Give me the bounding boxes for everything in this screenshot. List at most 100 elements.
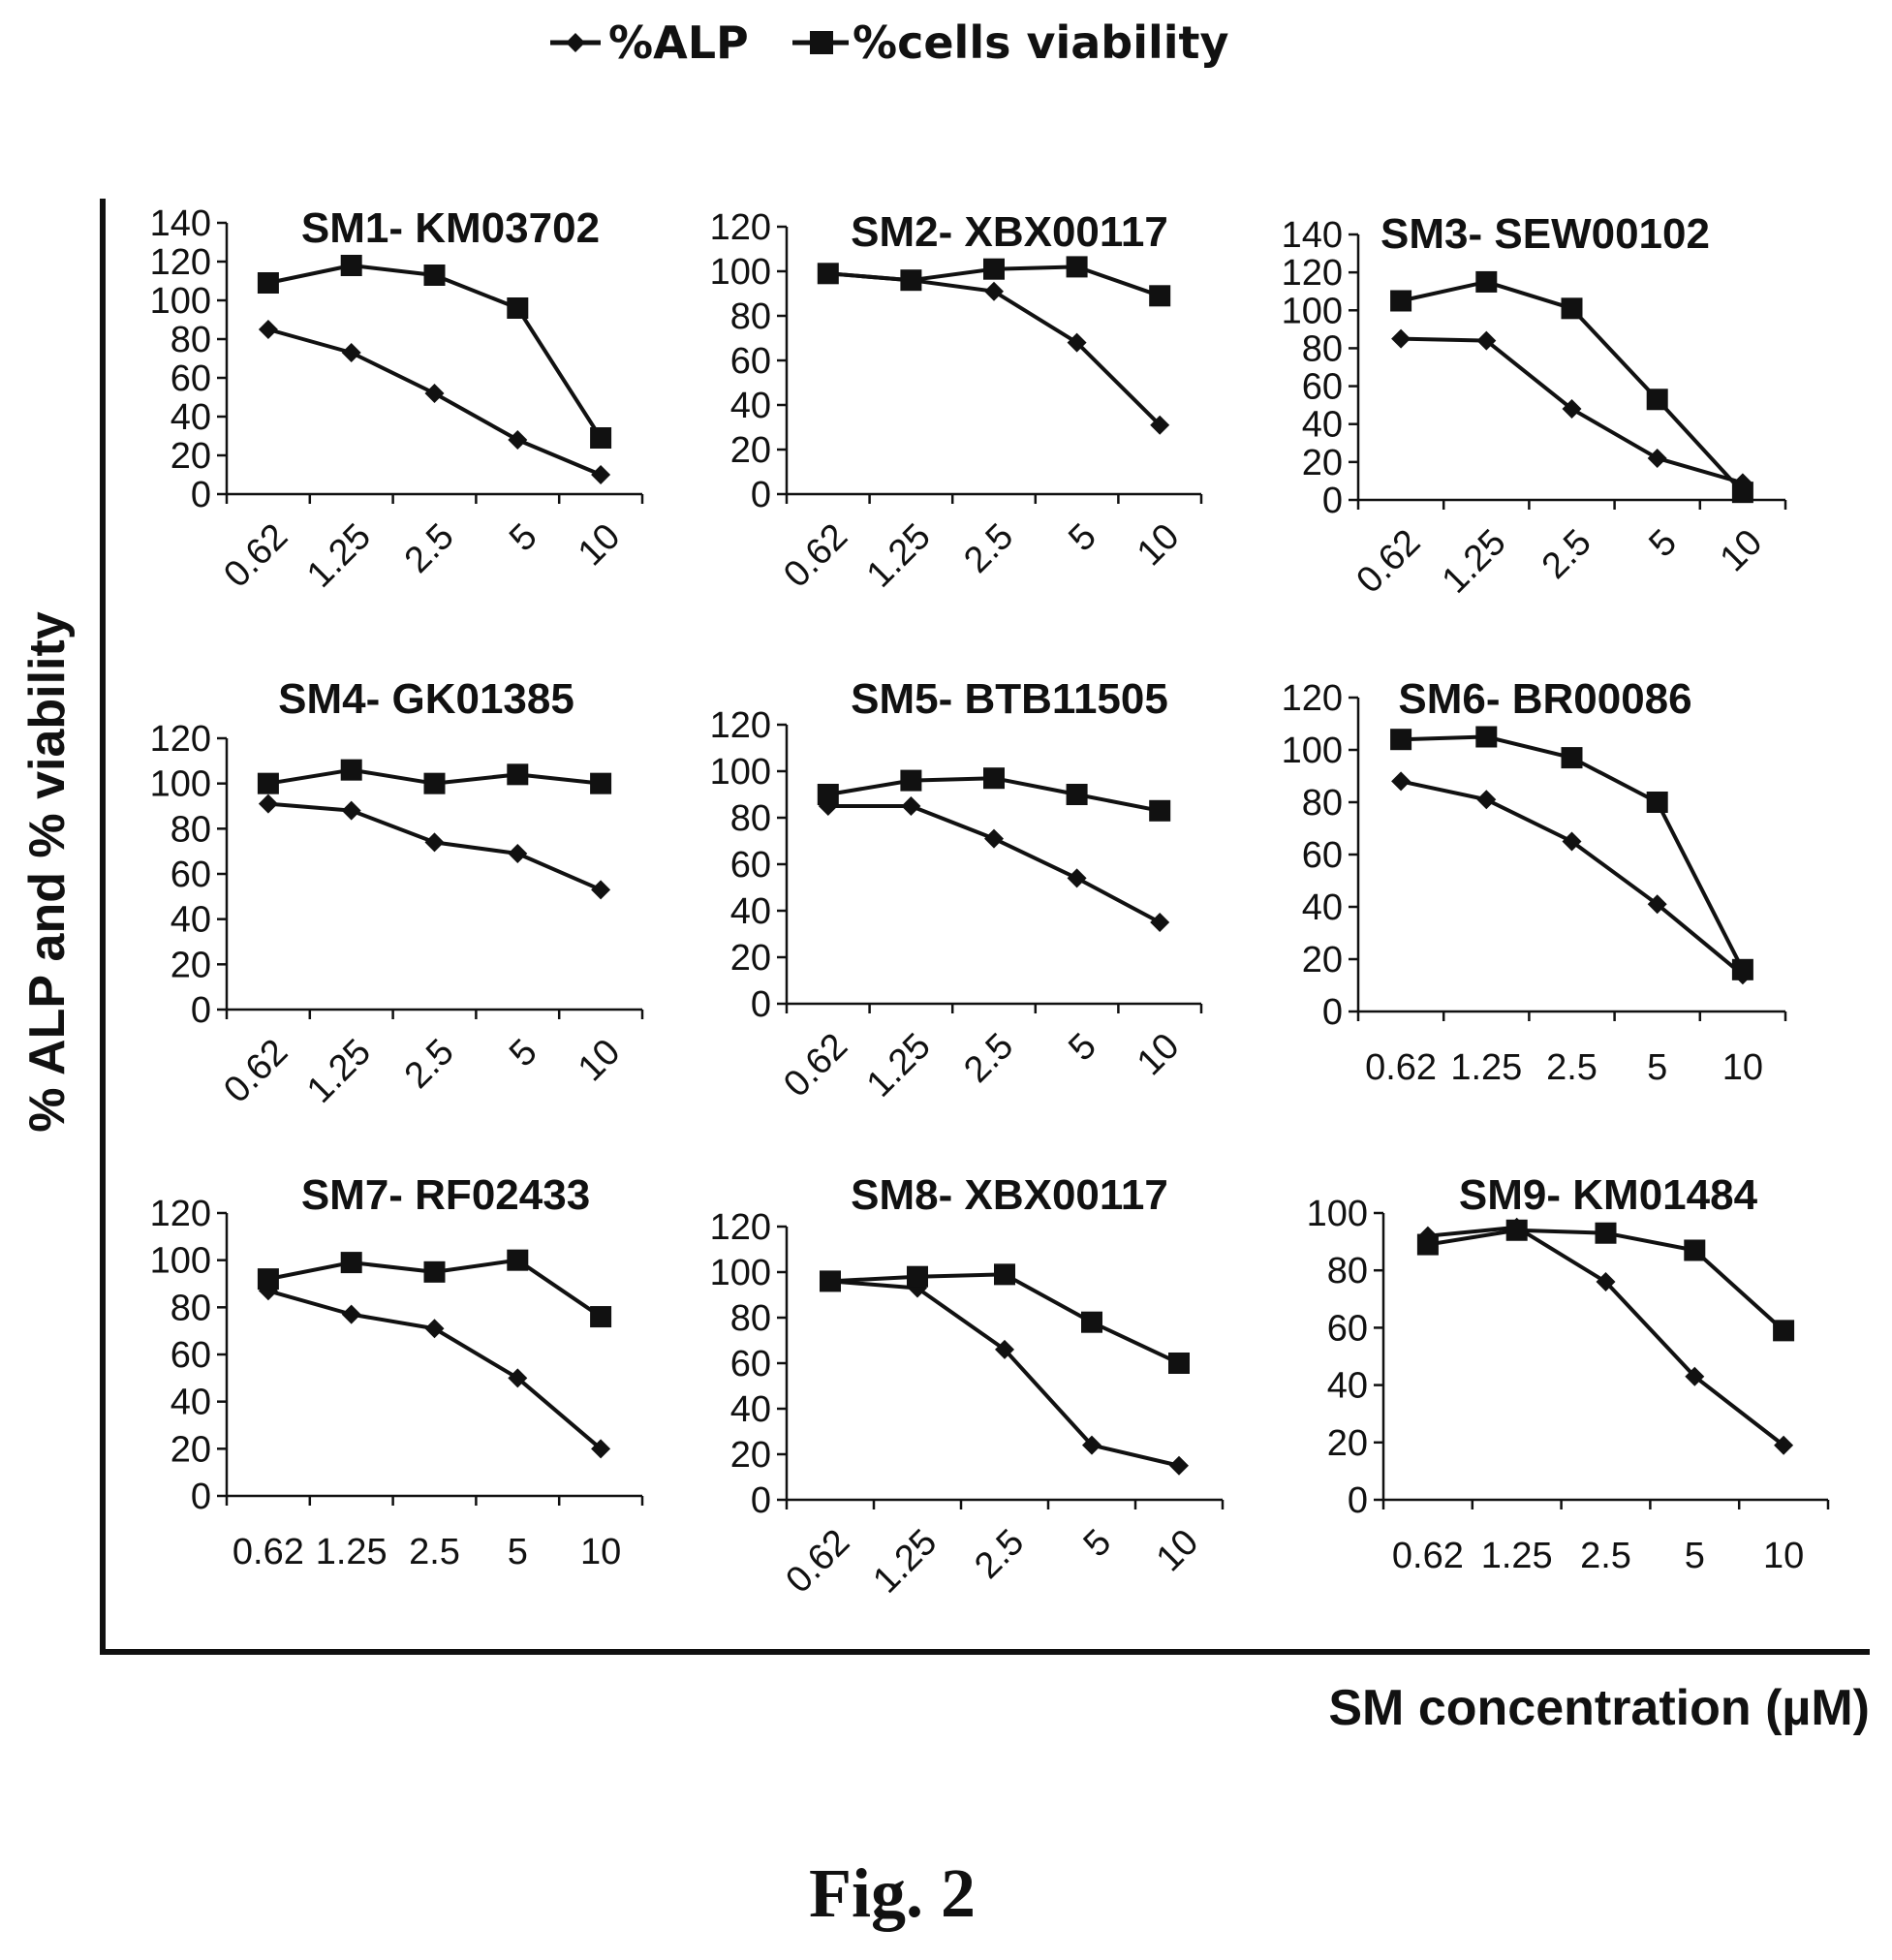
- x-tick-label: 5: [1061, 516, 1104, 560]
- data-point-square: [257, 772, 279, 794]
- data-point-square: [1390, 290, 1412, 312]
- chart-panel-6: SM6- BR00086 0 20 40 60 80 100 120 0.62 1.25 2.5 5 1…: [1282, 675, 1787, 1088]
- data-point-diamond: [258, 793, 278, 814]
- x-tick-label: 1.25: [859, 516, 939, 596]
- chart-panel-7: SM7- RF02433 0 20 40 60 80 100 120 0.62 1.25 2.5 5 1…: [150, 1171, 644, 1572]
- series-line: [829, 1279, 1180, 1468]
- data-point-square: [907, 1265, 928, 1288]
- data-point-square: [257, 1268, 279, 1291]
- data-point-diamond: [995, 1339, 1014, 1359]
- series-alp: [1417, 1217, 1794, 1455]
- x-tick-label: 0.62: [1349, 522, 1428, 602]
- y-tick-label: 100: [710, 252, 771, 293]
- x-tick-label: 10: [1722, 1047, 1763, 1088]
- chart-title: SM6- BR00086: [1398, 675, 1691, 723]
- series-alp: [821, 1271, 1189, 1476]
- data-point-diamond: [591, 465, 611, 484]
- y-tick-label: 60: [171, 1335, 211, 1376]
- data-point-square: [423, 772, 446, 794]
- y-tick-label: 140: [1282, 215, 1343, 256]
- x-tick-label: 1.25: [1435, 522, 1514, 602]
- data-point-square: [1149, 285, 1171, 307]
- data-point-square: [900, 269, 922, 292]
- data-point-square: [1505, 1219, 1528, 1241]
- chart-title: SM8- XBX00117: [851, 1171, 1168, 1219]
- x-tick-label: 10: [580, 1532, 621, 1572]
- series-viability: [1390, 270, 1753, 504]
- data-point-diamond: [984, 828, 1004, 849]
- data-point-square: [1066, 256, 1088, 278]
- series-viability: [257, 759, 612, 794]
- y-tick-label: 120: [1282, 253, 1343, 294]
- data-point-diamond: [1647, 448, 1667, 468]
- chart-title: SM2- XBX00117: [851, 208, 1168, 256]
- figure-caption: Fig. 2: [809, 1854, 976, 1932]
- data-point-square: [1731, 958, 1753, 980]
- series-viability: [1416, 1219, 1795, 1342]
- data-point-diamond: [591, 880, 611, 900]
- x-tick-label: 2.5: [956, 1026, 1021, 1091]
- y-tick-label: 100: [1307, 1194, 1368, 1234]
- x-tick-label: 0.62: [216, 1032, 295, 1111]
- series-alp: [1391, 771, 1752, 985]
- x-tick-label: 0.62: [1365, 1047, 1437, 1088]
- x-tick-label: 1.25: [316, 1532, 388, 1572]
- series-viability: [257, 255, 612, 449]
- series-viability: [820, 1263, 1190, 1374]
- data-point-diamond: [1150, 913, 1170, 932]
- series-alp: [818, 264, 1170, 435]
- x-tick-label: 10: [1130, 1026, 1188, 1084]
- data-point-square: [1168, 1353, 1190, 1374]
- data-point-square: [1416, 1233, 1439, 1256]
- x-tick-label: 1.25: [1450, 1047, 1522, 1088]
- y-tick-label: 100: [1282, 291, 1343, 331]
- data-point-diamond: [424, 1319, 445, 1339]
- data-point-diamond: [1082, 1435, 1101, 1455]
- y-tick-label: 40: [1327, 1366, 1368, 1407]
- data-point-square: [1081, 1311, 1102, 1333]
- y-tick-label: 60: [730, 845, 771, 886]
- series-viability: [817, 767, 1171, 822]
- data-point-square: [257, 272, 279, 294]
- series-line: [267, 1289, 603, 1450]
- x-tick-label: 5: [1685, 1536, 1705, 1576]
- data-point-diamond: [984, 281, 1004, 301]
- x-tick-label: 10: [571, 1032, 629, 1090]
- y-tick-label: 120: [150, 719, 211, 760]
- x-tick-label: 2.5: [1580, 1536, 1631, 1576]
- y-tick-label: 40: [171, 397, 211, 438]
- x-tick-label: 1.25: [865, 1522, 945, 1602]
- y-tick-label: 20: [171, 1429, 211, 1470]
- data-point-diamond: [1774, 1435, 1794, 1455]
- x-tick-label: 10: [1763, 1536, 1804, 1576]
- y-tick-label: 100: [710, 752, 771, 793]
- data-point-diamond: [1391, 328, 1411, 349]
- series-alp: [818, 796, 1170, 932]
- chart-title: SM5- BTB11505: [851, 675, 1168, 723]
- shared-y-axis-title: % ALP and % viability: [19, 611, 76, 1133]
- data-point-square: [340, 759, 362, 781]
- data-point-square: [817, 263, 839, 285]
- data-point-diamond: [508, 430, 528, 450]
- x-tick-label: 0.62: [216, 516, 295, 596]
- y-tick-label: 20: [1327, 1423, 1368, 1464]
- y-tick-label: 80: [730, 1298, 771, 1339]
- data-point-square: [340, 1252, 362, 1274]
- data-point-square: [590, 427, 612, 449]
- x-tick-label: 2.5: [1535, 522, 1599, 587]
- y-tick-label: 60: [730, 341, 771, 382]
- data-point-square: [1475, 726, 1498, 748]
- data-point-square: [1731, 482, 1753, 504]
- y-tick-label: 80: [1302, 783, 1343, 824]
- x-tick-label: 2.5: [397, 1032, 462, 1097]
- y-tick-label: 20: [730, 1435, 771, 1476]
- y-tick-label: 80: [171, 1288, 211, 1328]
- y-tick-label: 120: [1282, 678, 1343, 719]
- series-alp: [258, 1281, 611, 1459]
- y-tick-label: 100: [150, 764, 211, 805]
- y-tick-label: 80: [730, 296, 771, 337]
